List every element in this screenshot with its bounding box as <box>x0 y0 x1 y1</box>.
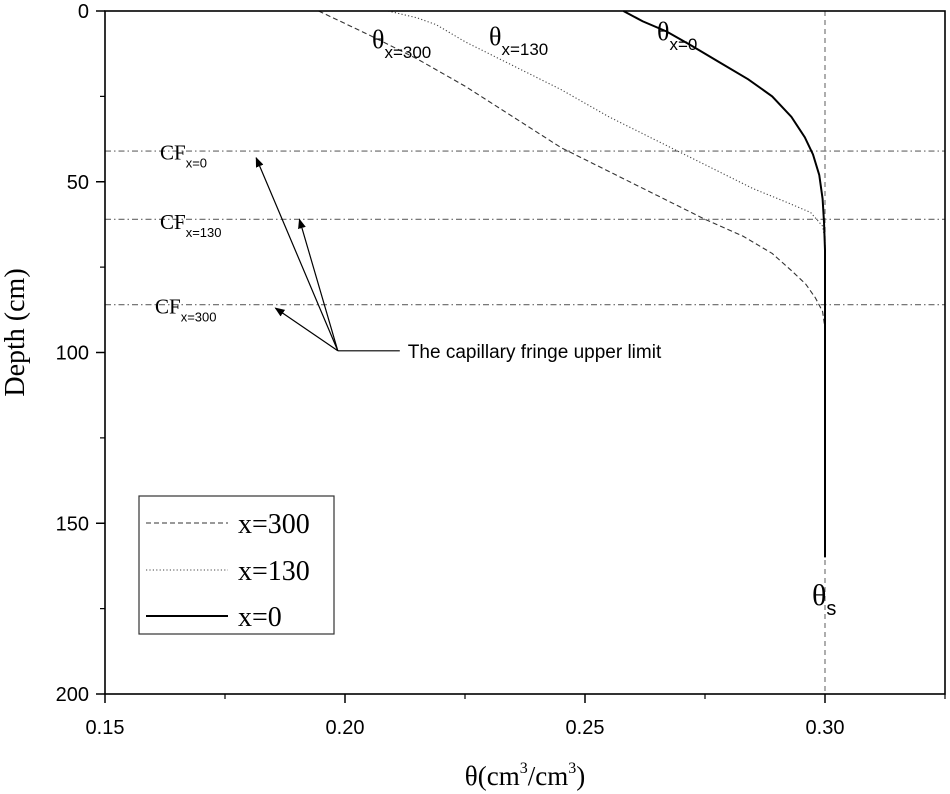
y-tick-label: 50 <box>67 172 89 194</box>
theta-s-label: θs <box>812 579 836 620</box>
cf-label: CFx=300 <box>155 294 216 324</box>
annotation-arrow <box>298 218 339 351</box>
legend-label: x=130 <box>238 556 310 587</box>
y-axis-label: Depth (cm) <box>0 268 31 396</box>
cf-label: CFx=0 <box>160 141 207 171</box>
x-axis-label: θ(cm3/cm3) <box>465 760 585 791</box>
cf-label: CFx=130 <box>160 210 221 240</box>
x-tick-label: 0.15 <box>86 717 125 739</box>
legend: x=300 x=130 x=0 <box>138 495 335 635</box>
legend-label: x=300 <box>238 509 310 540</box>
curve-label: θx=300 <box>372 25 431 62</box>
x-tick-label: 0.30 <box>806 717 845 739</box>
y-tick-label: 200 <box>56 684 89 706</box>
axis-ticks: 0.15 0.20 0.25 0.30 0 50 100 150 200 <box>56 1 946 739</box>
curve-labels: θx=300 θx=130 θx=0 θs <box>372 17 836 620</box>
legend-box <box>138 495 335 635</box>
y-tick-label: 0 <box>78 1 89 23</box>
x-tick-label: 0.25 <box>566 717 605 739</box>
series-line-x-300 <box>318 10 826 329</box>
series-line-x-130 <box>388 10 826 319</box>
legend-label: x=0 <box>238 602 282 633</box>
annotation-text: The capillary fringe upper limit <box>408 342 662 363</box>
series-group <box>318 10 826 558</box>
annotation-arrow <box>274 307 339 352</box>
curve-label: θx=130 <box>489 22 548 59</box>
series-line-x-0 <box>622 10 826 558</box>
y-tick-label: 150 <box>56 513 89 535</box>
x-tick-label: 0.20 <box>326 717 365 739</box>
curve-label: θx=0 <box>657 17 697 54</box>
capillary-fringe-lines: CFx=0 CFx=130 CFx=300 <box>105 141 945 324</box>
annotation-arrow <box>255 156 339 352</box>
y-tick-label: 100 <box>56 343 89 365</box>
capillary-annotation: The capillary fringe upper limit <box>255 156 662 363</box>
